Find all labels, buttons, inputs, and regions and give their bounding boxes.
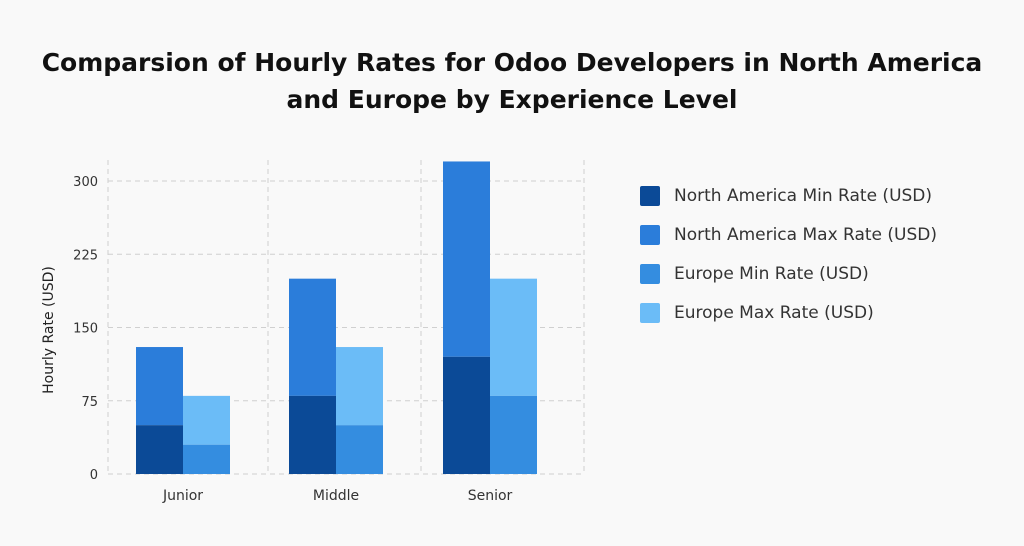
x-tick-label: Junior: [162, 488, 203, 504]
legend-swatch: [640, 185, 660, 206]
legend: North America Min Rate (USD) North Ameri…: [640, 176, 937, 332]
chart-title-line-1: Comparsion of Hourly Rates for Odoo Deve…: [41, 48, 983, 77]
y-tick-label: 150: [73, 322, 98, 337]
y-tick-label: 0: [90, 468, 98, 483]
bar-segment-min: [336, 425, 383, 474]
x-tick-label: Middle: [313, 488, 359, 504]
x-tick-label: Senior: [468, 488, 513, 504]
chart-title-line-2: and Europe by Experience Level: [286, 85, 738, 114]
bar-segment-max: [443, 161, 490, 357]
chart-title: Comparsion of Hourly Rates for Odoo Deve…: [0, 44, 1024, 118]
legend-label: Europe Max Rate (USD): [674, 302, 874, 323]
legend-item: North America Min Rate (USD): [640, 176, 937, 215]
y-tick-label: 300: [73, 175, 98, 190]
legend-item: Europe Max Rate (USD): [640, 293, 937, 332]
legend-label: North America Min Rate (USD): [674, 185, 933, 206]
bar-segment-min: [289, 395, 336, 474]
bar-segment-max: [289, 278, 336, 396]
legend-swatch: [640, 224, 660, 245]
y-tick-label: 75: [81, 395, 98, 410]
legend-label: Europe Min Rate (USD): [674, 263, 869, 284]
bar-segment-min: [136, 425, 183, 474]
legend-swatch: [640, 302, 660, 323]
bar-segment-max: [336, 347, 383, 426]
y-tick-label: 225: [73, 248, 98, 263]
bar-segment-min: [490, 395, 537, 474]
bar-segment-max: [136, 347, 183, 426]
legend-label: North America Max Rate (USD): [674, 224, 938, 245]
bar-segment-min: [443, 356, 490, 474]
legend-item: North America Max Rate (USD): [640, 215, 937, 254]
legend-item: Europe Min Rate (USD): [640, 254, 937, 293]
y-axis-label: Hourly Rate (USD): [41, 266, 57, 394]
bar-segment-min: [183, 444, 230, 474]
legend-swatch: [640, 263, 660, 284]
bar-segment-max: [490, 278, 537, 396]
bar-segment-max: [183, 395, 230, 445]
